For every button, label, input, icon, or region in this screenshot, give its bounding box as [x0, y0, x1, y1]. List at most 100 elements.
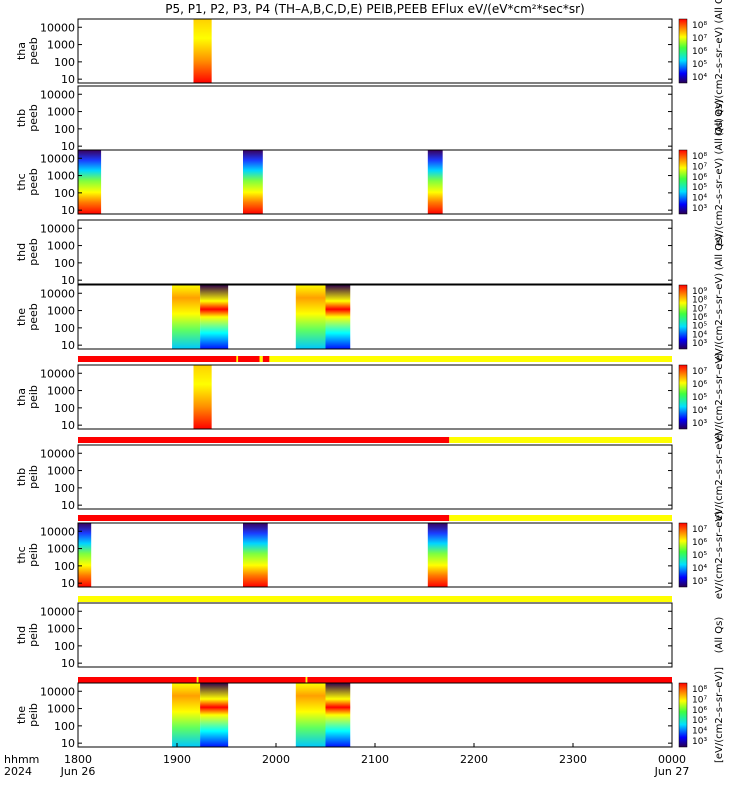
panel-probe-label: tha — [15, 388, 28, 406]
spectrogram-block-the-2030 — [325, 683, 351, 747]
spectrogram-block-thc-2132 — [427, 523, 448, 587]
x-date-end: Jun 27 — [654, 765, 690, 778]
colorbar — [678, 149, 688, 215]
flag-segment-yellow — [305, 677, 308, 683]
y-tick-label: 10 — [61, 419, 75, 432]
x-corner-label-format: hhmm — [4, 753, 39, 766]
spectrogram-block-the-2012 — [295, 285, 326, 349]
y-tick-label: 100 — [54, 720, 75, 733]
y-tick-label: 1000 — [47, 543, 75, 556]
y-tick-label: 10000 — [40, 287, 75, 300]
spectrogram-block-thc-1800 — [78, 150, 102, 214]
colorbar-tick-label: 10⁵ — [692, 716, 707, 726]
y-tick-label: 10 — [61, 73, 75, 86]
colorbar-tick-label: 10⁵ — [692, 183, 707, 193]
y-tick-label: 1000 — [47, 240, 75, 253]
panel-frame — [77, 284, 673, 350]
panel-frame — [77, 602, 673, 668]
flag-segment-yellow — [259, 356, 263, 362]
panel-thc-peib: 10 100 1000 10000 thc peib 10³ 10⁴ 10⁵ 10⁶ 10⁷ eV/(… — [15, 511, 725, 602]
colorbar-tick-label: 10⁴ — [692, 727, 707, 737]
spectrogram-block-thc-1940 — [243, 150, 263, 214]
colorbar — [678, 18, 688, 84]
y-tick-label: 10000 — [40, 152, 75, 165]
y-tick-label: 10000 — [40, 88, 75, 101]
figure-title: P5, P1, P2, P3, P4 (TH–A,B,C,D,E) PEIB,P… — [165, 2, 584, 16]
flag-segment-red — [78, 677, 197, 683]
flag-segment-red — [78, 356, 237, 362]
panel-frame — [77, 219, 673, 285]
colorbar-tick-label: 10³ — [692, 419, 707, 429]
colorbar — [678, 522, 688, 588]
colorbar-tick-label: 10⁷ — [692, 34, 707, 44]
y-tick-label: 1000 — [47, 623, 75, 636]
panel-probe-label: thc — [15, 546, 28, 563]
spectrogram-block-tha-1910 — [193, 19, 212, 83]
flag-segment-red — [307, 677, 672, 683]
colorbar-tick-label: 10⁶ — [692, 313, 707, 323]
panel-probe-label: the — [15, 706, 28, 724]
panel-frame — [77, 444, 673, 510]
colorbar-tick-label: 10⁶ — [692, 47, 707, 57]
y-tick-label: 100 — [54, 123, 75, 136]
y-tick-label: 10000 — [40, 685, 75, 698]
colorbar-tick-label: 10³ — [692, 339, 707, 349]
spectrogram-block-tha-1910 — [193, 365, 212, 429]
y-tick-label: 100 — [54, 482, 75, 495]
panel-tha-peib: 10 100 1000 10000 tha peib 10³ 10⁴ 10⁵ 10⁶ 10⁷ eV/(… — [15, 353, 725, 443]
colorbar-tick-label: 10³ — [692, 577, 707, 587]
colorbar-tick-label: 10⁷ — [692, 695, 707, 705]
x-tick-label: 2200 — [460, 753, 488, 766]
y-tick-label: 1000 — [47, 703, 75, 716]
y-tick-label: 1000 — [47, 39, 75, 52]
colorbar-title: (All Qs) — [714, 234, 725, 271]
y-tick-label: 10 — [61, 499, 75, 512]
colorbar-tick-label: 10⁵ — [692, 322, 707, 332]
colorbar-tick-label: 10⁸ — [692, 296, 707, 306]
colorbar-tick-label: 10⁶ — [692, 706, 707, 716]
panel-probe-label: thc — [15, 173, 28, 190]
colorbar-title: eV/(cm2–s–sr–eV) — [714, 353, 725, 441]
panel-thd-peib: 10 100 1000 10000 thd peib (All Qs) — [15, 602, 725, 683]
spectrogram-block-the-1914 — [200, 683, 229, 747]
panel-probe-label: thd — [15, 626, 28, 644]
y-tick-label: 10 — [61, 274, 75, 287]
flag-segment-yellow — [196, 677, 199, 683]
flag-segment-red — [238, 356, 260, 362]
panel-tha-peeb: 10 100 1000 10000 tha peeb 10⁴ 10⁵ 10⁶ 10⁷ 10⁸ eV/(… — [15, 0, 725, 115]
x-tick-label: 1800 — [64, 753, 92, 766]
colorbar-tick-label: 10⁷ — [692, 304, 707, 314]
colorbar-title: eV/(cm2–s–sr–eV) — [714, 273, 725, 361]
colorbar-tick-label: 10⁶ — [692, 173, 707, 183]
panel-probe-label: thb — [15, 109, 28, 127]
spectrogram-block-the-2030 — [325, 285, 351, 349]
y-tick-label: 1000 — [47, 305, 75, 318]
colorbar-title: (All Qs) — [714, 100, 725, 137]
y-tick-label: 100 — [54, 640, 75, 653]
panel-probe-label: tha — [15, 42, 28, 60]
colorbar — [678, 364, 688, 430]
colorbar-title: eV/(cm2–s–sr–eV) — [714, 511, 725, 599]
y-tick-label: 10 — [61, 140, 75, 153]
panel-frame — [77, 85, 673, 151]
y-tick-label: 10000 — [40, 525, 75, 538]
flag-segment-yellow — [449, 437, 672, 443]
colorbar — [678, 682, 688, 748]
panel-frame — [77, 522, 673, 588]
spectrogram-block-thc-1940 — [243, 523, 268, 587]
x-tick-label: 0000 — [658, 753, 686, 766]
y-tick-label: 100 — [54, 187, 75, 200]
colorbar-tick-label: 10⁴ — [692, 194, 707, 204]
colorbar-tick-label: 10⁴ — [692, 330, 707, 340]
spectrogram-block-thc-2132 — [427, 150, 443, 214]
y-tick-label: 1000 — [47, 106, 75, 119]
y-tick-label: 10000 — [40, 447, 75, 460]
flag-segment-yellow — [236, 356, 239, 362]
spectrogram-block-the-1857 — [172, 285, 201, 349]
x-tick-label: 2000 — [262, 753, 290, 766]
panel-frame — [77, 149, 673, 215]
colorbar-tick-label: 10⁵ — [692, 551, 707, 561]
flag-segment-yellow — [269, 356, 672, 362]
